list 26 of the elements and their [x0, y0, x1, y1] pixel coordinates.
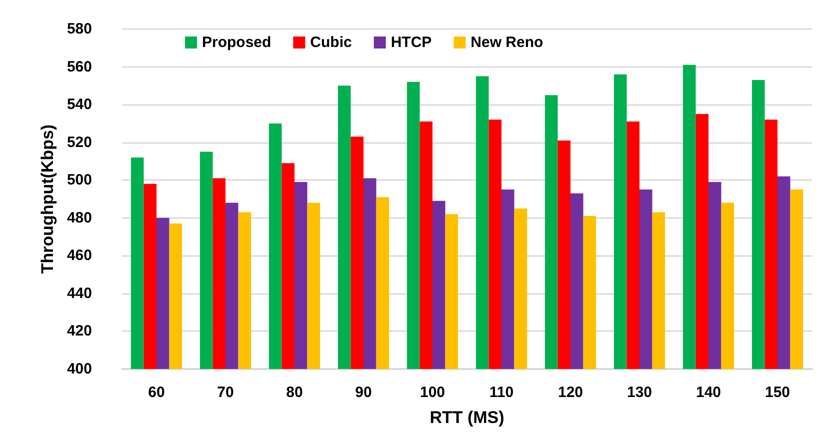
y-tick-label: 460	[66, 247, 92, 264]
x-tick-label: 130	[626, 384, 652, 401]
legend-label: New Reno	[470, 34, 544, 51]
x-tick-label: 120	[558, 384, 584, 401]
legend-label: Proposed	[202, 34, 272, 51]
x-tick-label: 100	[420, 384, 446, 401]
y-tick-label: 400	[66, 360, 92, 378]
y-tick-label: 520	[66, 134, 92, 151]
x-tick-label: 140	[696, 384, 722, 401]
y-tick-label: 540	[66, 96, 92, 114]
x-tick-label: 80	[286, 384, 303, 401]
x-tick-label: 60	[148, 384, 165, 401]
legend-label: HTCP	[390, 34, 432, 51]
x-tick-label: 150	[764, 384, 790, 401]
x-axis-title: RTT (MS)	[430, 408, 504, 427]
x-tick-label: 90	[355, 384, 372, 401]
y-tick-label: 580	[66, 20, 92, 38]
x-tick-label: 110	[489, 384, 514, 401]
y-axis-title: Throughput(Kbps)	[38, 124, 58, 274]
x-tick-label: 70	[217, 384, 234, 401]
y-tick-label: 480	[66, 209, 92, 226]
y-tick-label: 500	[66, 172, 92, 189]
y-tick-label: 440	[66, 284, 92, 302]
legend-label: Cubic	[310, 34, 352, 51]
y-tick-label: 560	[66, 58, 92, 76]
y-tick-label: 420	[66, 322, 92, 340]
